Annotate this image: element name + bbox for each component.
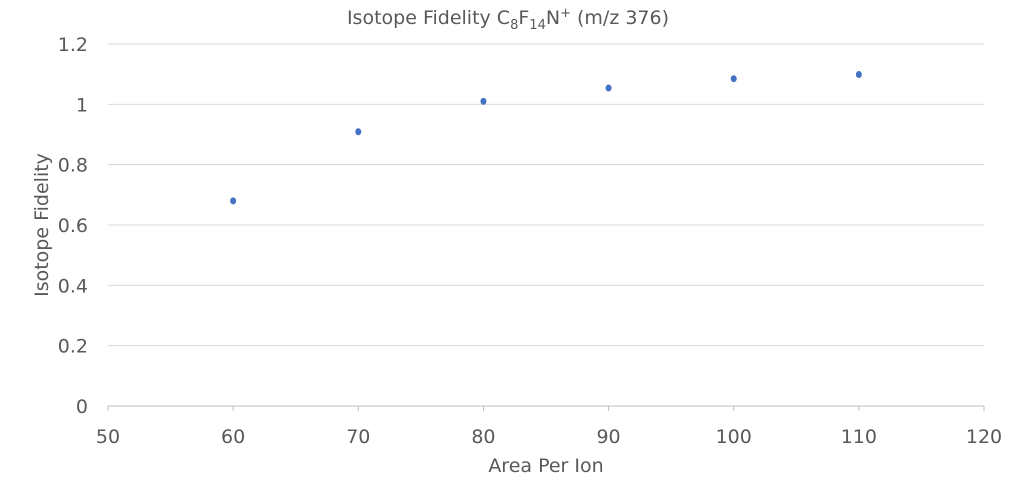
y-tick-label: 0.6	[58, 215, 88, 237]
data-point	[355, 128, 362, 136]
x-tick-label: 50	[96, 426, 120, 448]
x-tick-label: 60	[221, 426, 245, 448]
data-point	[480, 97, 487, 105]
x-tick-label: 100	[716, 426, 752, 448]
y-tick-label: 0.2	[58, 336, 88, 358]
x-tick-label: 80	[471, 426, 495, 448]
data-point	[230, 197, 237, 205]
y-tick-labels: 0 0.2 0.4 0.6 0.8 1 1.2	[58, 34, 88, 418]
x-tick-label: 110	[841, 426, 877, 448]
y-tick-label: 0.4	[58, 275, 88, 297]
data-points	[230, 70, 862, 205]
y-tick-label: 0.8	[58, 155, 88, 177]
data-point	[605, 84, 612, 92]
x-axis-label: Area Per Ion	[488, 455, 603, 477]
y-tick-label: 1	[76, 94, 88, 116]
title-sub1: 8	[510, 18, 518, 33]
data-point	[730, 75, 737, 83]
data-point	[855, 70, 862, 78]
y-tick-label: 1.2	[58, 34, 88, 56]
title-mid2: N	[546, 7, 560, 29]
title-mid1: F	[518, 7, 529, 29]
title-sup: +	[560, 6, 571, 21]
title-sub2: 14	[529, 18, 546, 33]
y-tick-label: 0	[76, 396, 88, 418]
x-tick-label: 90	[596, 426, 620, 448]
x-tick-label: 120	[966, 426, 1002, 448]
title-tail: (m/z 376)	[571, 7, 669, 29]
chart-title: Isotope Fidelity C8F14N+ (m/z 376)	[347, 6, 669, 33]
x-tick-label: 70	[346, 426, 370, 448]
gridlines	[107, 43, 985, 411]
x-tick-labels: 50 60 70 80 90 100 110 120	[96, 426, 1002, 448]
title-main: Isotope Fidelity C	[347, 7, 510, 29]
y-axis-label: Isotope Fidelity	[31, 153, 53, 297]
